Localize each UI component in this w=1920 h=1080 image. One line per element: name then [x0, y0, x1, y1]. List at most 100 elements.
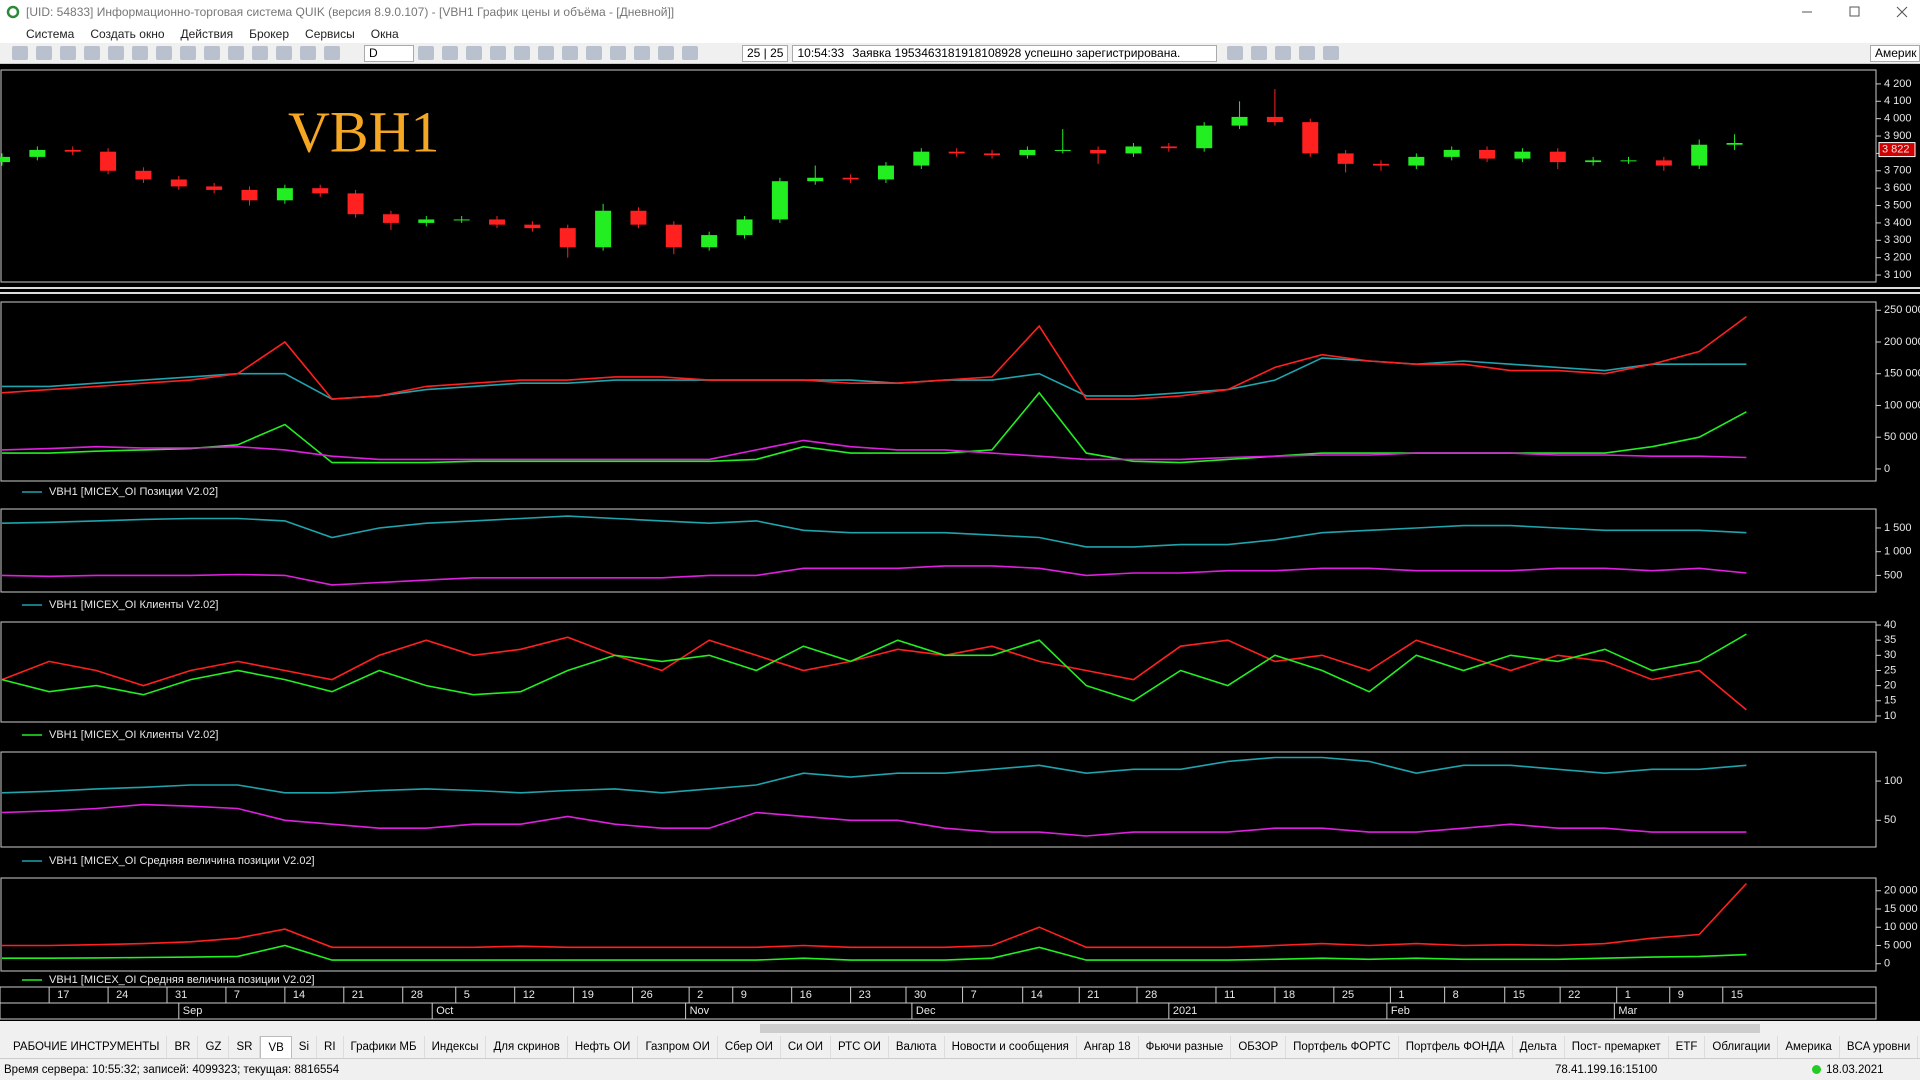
tab[interactable]: BR	[167, 1036, 199, 1058]
y-tick-label: 25	[1884, 664, 1896, 676]
x-tick-label: 5	[464, 989, 470, 1001]
menu-item[interactable]: Сервисы	[305, 26, 355, 41]
tab[interactable]: РАБОЧИЕ ИНСТРУМЕНТЫ	[6, 1036, 168, 1058]
message-box[interactable]: 10:54:33 Заявка 1953463181918108928 успеш…	[792, 44, 1218, 62]
candle-body	[1549, 151, 1566, 163]
x-tick-label: 25	[1342, 989, 1354, 1001]
candle-body	[807, 177, 824, 182]
window-controls[interactable]	[1780, 0, 1920, 24]
candle-body	[418, 219, 435, 223]
series-line	[1, 565, 1747, 586]
candle-body	[382, 214, 399, 223]
tab[interactable]: BCA уровни	[1840, 1036, 1919, 1058]
x-tick-label: 2	[697, 989, 703, 1001]
window-title: [UID: 54833] Информационно-торговая сист…	[26, 5, 675, 19]
y-tick-label: 3 700	[1884, 165, 1912, 177]
candle-body	[701, 235, 718, 248]
tab[interactable]: Фьючи разные	[1139, 1036, 1232, 1058]
status-bar: Время сервера: 10:55:32; записей: 409932…	[0, 1058, 1920, 1080]
panel-frame	[0, 69, 1877, 283]
candle-body	[1160, 146, 1177, 149]
tab[interactable]: Пост- премаркет	[1565, 1036, 1669, 1058]
tab[interactable]: Си ОИ	[781, 1036, 831, 1058]
y-tick-label: 20	[1884, 680, 1896, 692]
tab[interactable]: Графики МБ	[344, 1036, 425, 1058]
tab[interactable]: Для скринов	[486, 1036, 568, 1058]
candle-body	[948, 151, 965, 154]
tab[interactable]: Портфель ФОРТС	[1286, 1036, 1399, 1058]
candle-body	[347, 193, 364, 215]
menu-item[interactable]: Действия	[180, 26, 234, 41]
tab[interactable]: Индексы	[425, 1036, 487, 1058]
legend-label: VBH1 [MICEX_OI Позиции V2.02]	[49, 486, 218, 498]
candle-body	[559, 228, 576, 248]
tab[interactable]: Si	[292, 1036, 318, 1058]
tab[interactable]: Нефть ОИ	[568, 1036, 639, 1058]
tab[interactable]: Америка	[1778, 1036, 1840, 1058]
month-label: Feb	[1391, 1005, 1410, 1017]
tab[interactable]: ETF	[1669, 1036, 1706, 1058]
legend-label: VBH1 [MICEX_OI Средняя величина позиции …	[49, 974, 315, 986]
candle-body	[842, 177, 859, 180]
y-tick-label: 100	[1884, 775, 1902, 787]
candle-body	[29, 149, 46, 157]
tab[interactable]: РТС ОИ	[831, 1036, 889, 1058]
series-line	[2, 391, 1747, 464]
x-tick-label: 15	[1513, 989, 1525, 1001]
candle-body	[1090, 149, 1107, 154]
candle-body	[206, 186, 223, 190]
counter: 25 | 25	[747, 46, 784, 60]
tab[interactable]: Ангар 18	[1077, 1036, 1139, 1058]
tab[interactable]: Сбер ОИ	[718, 1036, 781, 1058]
interval-select[interactable]: D	[364, 44, 414, 62]
message: Заявка 1953463181918108928 успешно зарег…	[852, 46, 1181, 60]
tab[interactable]: Новости и сообщения	[945, 1036, 1077, 1058]
series-line	[1, 515, 1747, 548]
y-tick-label: 4 000	[1884, 113, 1912, 125]
y-tick-label: 3 300	[1884, 234, 1912, 246]
x-tick-label: 17	[57, 989, 69, 1001]
menu-item[interactable]: Система	[26, 26, 75, 41]
month-label: Sep	[183, 1005, 203, 1017]
x-tick-label: 1	[1398, 989, 1404, 1001]
month-label: Nov	[690, 1005, 710, 1017]
x-tick-label: 21	[1087, 989, 1099, 1001]
candle-body	[665, 224, 682, 248]
tab[interactable]: Облигации	[1705, 1036, 1779, 1058]
tab[interactable]: SR	[229, 1036, 261, 1058]
candle-body	[241, 189, 258, 201]
y-tick-label: 3 100	[1884, 269, 1912, 281]
menu-item[interactable]: Брокер	[249, 26, 290, 41]
x-tick-label: 8	[1453, 989, 1459, 1001]
candle-body	[170, 179, 187, 187]
legend-label: VBH1 [MICEX_OI Средняя величина позиции …	[49, 855, 315, 867]
legend-label: VBH1 [MICEX_OI Клиенты V2.02]	[49, 729, 218, 741]
tab[interactable]: Валюта	[889, 1036, 945, 1058]
y-tick-label: 1 500	[1884, 522, 1912, 534]
candle-body	[1125, 146, 1142, 154]
candle-body	[1479, 149, 1496, 159]
y-tick-label: 100 000	[1884, 399, 1920, 411]
tab[interactable]: ОБЗОР	[1231, 1036, 1287, 1058]
app-icon	[6, 5, 20, 19]
candle-body	[1691, 144, 1708, 166]
tab[interactable]: VB	[260, 1036, 292, 1058]
candle-body	[1514, 151, 1531, 159]
title-bar: [UID: 54833] Информационно-торговая сист…	[0, 0, 1920, 24]
candle-body	[1408, 156, 1425, 166]
candle-body	[1620, 160, 1637, 162]
chart-title: VBH1	[288, 99, 439, 164]
tab[interactable]: Дельта	[1513, 1036, 1565, 1058]
scrollbar[interactable]	[0, 1021, 1920, 1036]
tab[interactable]: GZ	[198, 1036, 230, 1058]
menu-item[interactable]: Окна	[370, 26, 399, 41]
tab[interactable]: Портфель ФОНДА	[1399, 1036, 1513, 1058]
tab[interactable]: RI	[317, 1036, 344, 1058]
series-line	[1, 315, 1747, 400]
toolbar: D 25 | 25 10:54:33 Заявка 195346318191810…	[0, 43, 1920, 64]
panel-frame	[0, 751, 1877, 848]
candle-body	[1443, 149, 1460, 157]
tab[interactable]: Газпром ОИ	[638, 1036, 718, 1058]
menu-item[interactable]: Создать окно	[90, 26, 165, 41]
y-tick-label: 10	[1884, 710, 1896, 722]
